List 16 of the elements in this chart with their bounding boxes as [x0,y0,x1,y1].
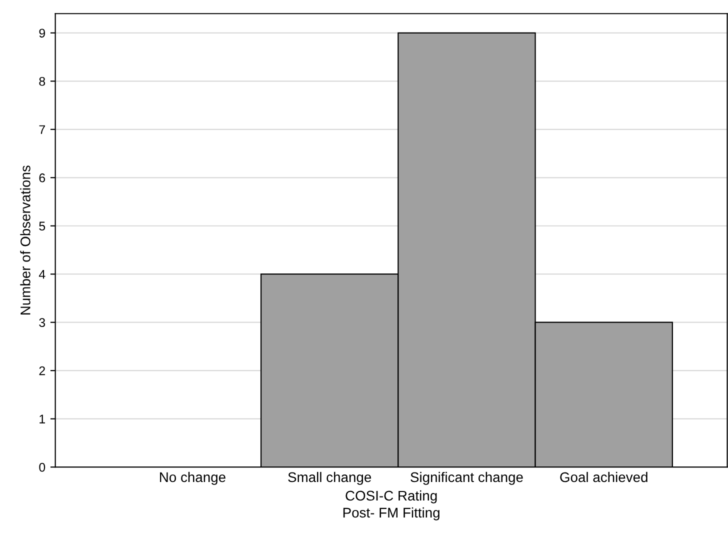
x-tick-label: Significant change [410,472,523,485]
y-tick-label: 8 [39,76,46,86]
y-tick-label: 1 [40,414,45,424]
x-tick-label: Small change [288,472,372,485]
y-axis-title: Number of Observations [20,166,30,314]
y-tick-label: 3 [39,318,46,327]
y-tick-label: 6 [39,173,46,182]
y-tick-label: 5 [39,222,46,231]
x-axis-title: COSI-C Rating Post- FM Fitting [343,490,440,520]
y-tick-label: 7 [39,125,45,134]
y-tick-label: 9 [39,28,46,38]
x-tick-label: No change [160,472,226,485]
y-tick-label: 0 [39,462,46,472]
y-tick-label: 2 [39,366,45,376]
y-tick-label: 4 [38,270,46,279]
x-tick-label: Goal achieved [560,472,648,482]
